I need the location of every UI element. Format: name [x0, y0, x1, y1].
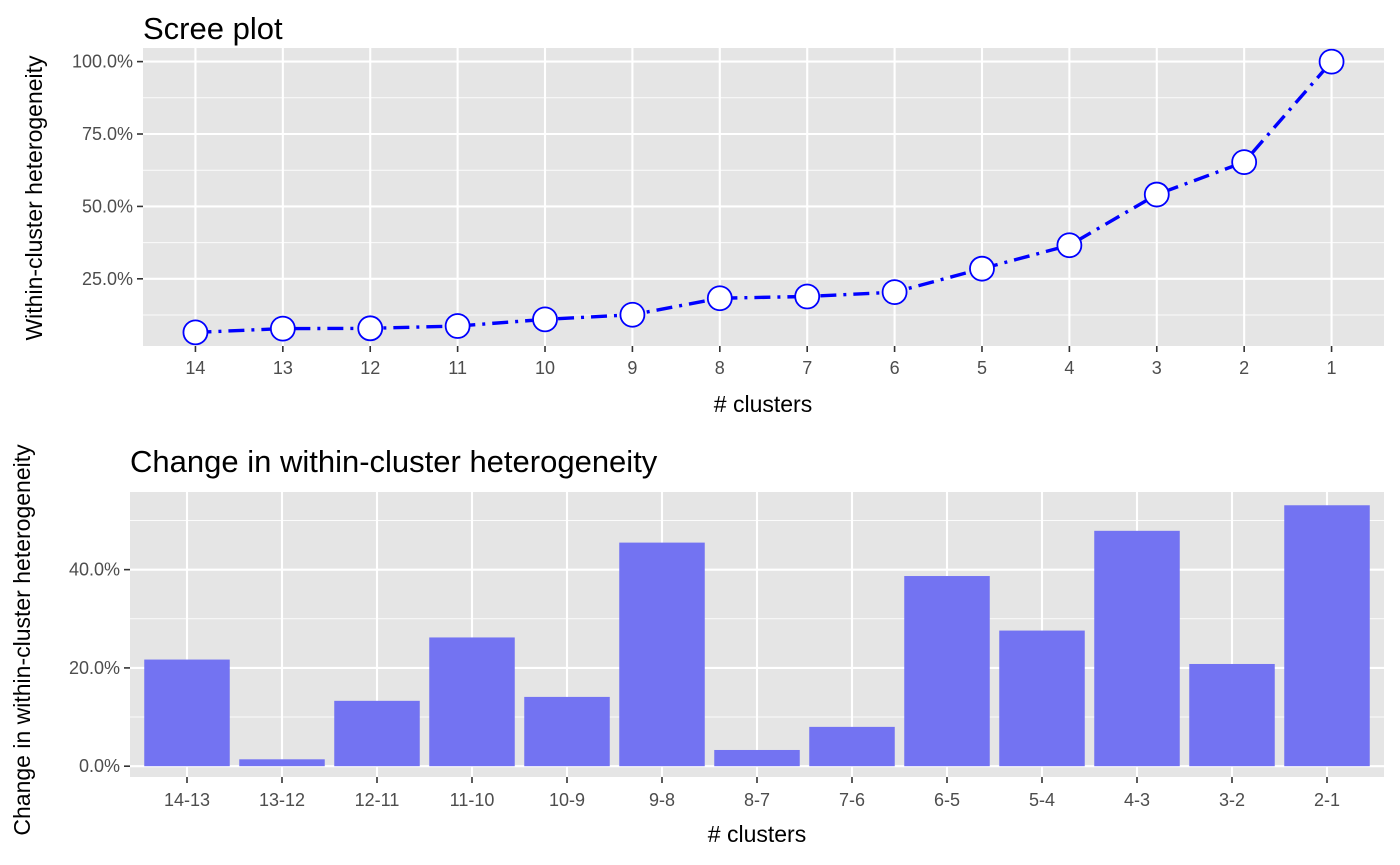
scree-data-point — [1231, 149, 1258, 176]
change-x-tick-label: 3-2 — [1219, 790, 1245, 810]
change-bar — [999, 630, 1085, 767]
change-bar — [1284, 505, 1370, 767]
scree-y-tick-label: 100.0% — [72, 52, 133, 72]
scree-x-tick-label: 2 — [1239, 358, 1249, 378]
scree-y-tick-label: 50.0% — [82, 196, 133, 216]
scree-x-tick-label: 6 — [890, 358, 900, 378]
change-y-tick-label: 40.0% — [69, 560, 120, 580]
change-bar — [1094, 530, 1180, 767]
scree-series-line — [195, 60, 1333, 335]
change-bar — [904, 576, 990, 767]
scree-x-tick-label: 9 — [627, 358, 637, 378]
scree-x-tick-label: 13 — [273, 358, 293, 378]
scree-x-tick-label: 8 — [715, 358, 725, 378]
scree-plot-y-axis-title: Within-cluster heterogeneity — [21, 55, 47, 341]
scree-data-point — [969, 255, 995, 282]
scree-data-point — [619, 301, 646, 328]
change-bar — [524, 696, 610, 767]
scree-plot-panel: 25.0%50.0%75.0%100.0% 14 13 12 11 10 9 8 7 6 5 4 3 2… — [21, 11, 1384, 417]
scree-x-tick-label: 14 — [185, 358, 205, 378]
change-x-tick-label: 11-10 — [450, 790, 495, 810]
scree-plot-marks — [182, 48, 1345, 346]
change-x-tick-label: 9-8 — [649, 790, 675, 810]
scree-x-tick-label: 7 — [802, 358, 812, 378]
change-x-tick-label: 7-6 — [839, 790, 865, 810]
scree-data-point — [794, 283, 821, 310]
scree-x-tick-label: 12 — [360, 358, 380, 378]
change-x-tick-label: 12-11 — [355, 790, 400, 810]
change-chart-x-axis-title: # clusters — [708, 821, 806, 847]
scree-data-point — [1318, 48, 1345, 75]
scree-plot-background — [143, 48, 1384, 346]
change-chart-bars — [144, 505, 1370, 767]
change-chart-y-ticks: 0.0% 20.0% 40.0% — [69, 560, 130, 776]
scree-x-tick-label: 11 — [448, 358, 467, 378]
change-x-tick-label: 5-4 — [1029, 790, 1055, 810]
scree-plot-y-ticks: 25.0% 50.0% 75.0% 100.0% — [72, 52, 143, 289]
change-bar — [334, 700, 420, 767]
scree-plot-gridlines — [143, 48, 1384, 346]
change-bar — [1189, 663, 1275, 767]
change-x-tick-label: 4-3 — [1124, 790, 1150, 810]
change-bar — [809, 726, 895, 767]
scree-data-point — [1143, 181, 1170, 208]
change-x-tick-label: 8-7 — [744, 790, 770, 810]
change-x-tick-label: 6-5 — [934, 790, 960, 810]
scree-plot-title: Scree plot — [143, 11, 283, 46]
change-chart-title: Change in within-cluster heterogeneity — [130, 444, 658, 479]
change-x-tick-label: 14-13 — [164, 790, 210, 810]
scree-x-tick-label: 10 — [535, 358, 555, 378]
change-y-tick-label: 20.0% — [69, 658, 120, 678]
scree-x-tick-label: 5 — [977, 358, 987, 378]
change-chart-x-ticks: 14-13 13-12 12-11 11-10 10-9 9-8 8-7 7-6 6-5 5-4 4… — [164, 777, 1340, 810]
change-bar — [144, 659, 230, 767]
change-chart-y-axis-title: Change in within-cluster heterogeneity — [9, 444, 35, 836]
scree-data-point — [357, 315, 384, 342]
scree-data-point — [1056, 232, 1083, 259]
change-x-tick-label: 2-1 — [1314, 790, 1340, 810]
change-chart-panel: 0.0% 20.0% 40.0% 14-13 13-12 12-11 11-10 10-9 9… — [9, 444, 1384, 847]
scree-data-point — [706, 285, 733, 312]
change-y-tick-label: 0.0% — [79, 756, 120, 776]
scree-plot-x-ticks: 14 13 12 11 10 9 8 7 6 5 4 3 2 1 — [185, 346, 1337, 378]
scree-x-tick-label: 4 — [1064, 358, 1074, 378]
scree-y-tick-label: 25.0% — [82, 269, 133, 289]
change-bar — [619, 542, 705, 767]
scree-plot-x-axis-title: # clusters — [714, 391, 812, 417]
scree-x-tick-label: 1 — [1327, 358, 1337, 378]
scree-y-tick-label: 75.0% — [82, 124, 133, 144]
change-bar — [429, 637, 515, 767]
scree-data-point — [881, 279, 908, 306]
change-x-tick-label: 10-9 — [549, 790, 585, 810]
scree-data-point — [182, 319, 209, 346]
change-bar — [714, 749, 800, 767]
scree-data-point — [269, 315, 296, 342]
scree-data-point — [444, 313, 471, 339]
scree-data-point — [532, 306, 558, 333]
change-bar — [239, 759, 325, 767]
change-x-tick-label: 13-12 — [259, 790, 305, 810]
scree-x-tick-label: 3 — [1152, 358, 1162, 378]
